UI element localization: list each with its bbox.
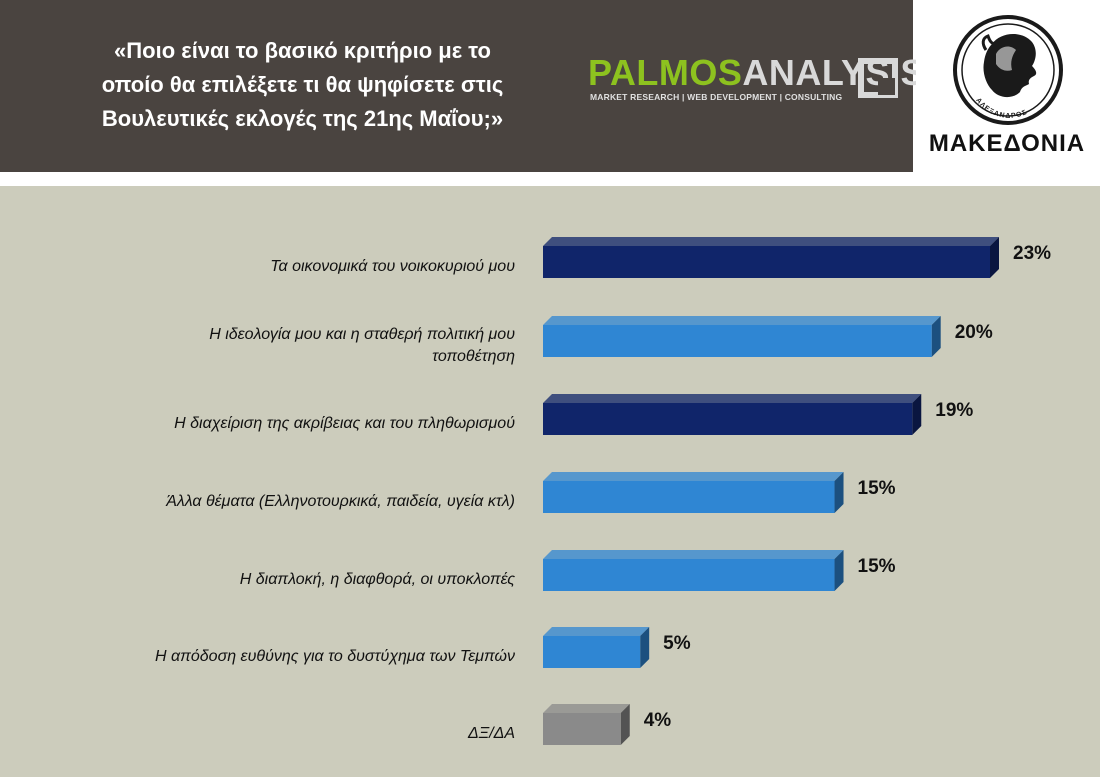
survey-question: «Ποιο είναι το βασικό κριτήριο με το οπο…: [30, 34, 575, 136]
bar-value-label: 19%: [935, 400, 973, 421]
bar-group: 15% Η διαπλοκή, η διαφθορά, οι υποκλοπές: [240, 550, 896, 591]
bar-top-face: [543, 627, 650, 636]
chart-area: 23% Τα οικονομικά του νοικοκυριού μου 20% Η…: [0, 186, 1100, 777]
bar-top-face: [543, 550, 844, 559]
bar: [543, 403, 913, 435]
category-label: Τα οικονομικά του νοικοκυριού μου: [270, 258, 515, 275]
category-label: Άλλα θέματα (Ελληνοτουρκικά, παιδεία, υγ…: [165, 493, 515, 510]
bar-side-face: [912, 394, 922, 435]
header-banner: «Ποιο είναι το βασικό κριτήριο με το οπο…: [0, 0, 925, 172]
bar-top-face: [543, 316, 941, 325]
bar: [543, 713, 621, 745]
bar-group: 15% Άλλα θέματα (Ελληνοτουρκικά, παιδεία,…: [165, 472, 896, 513]
bar-value-label: 15%: [858, 478, 896, 499]
palmos-wordmark-left: PALMOS: [588, 52, 743, 93]
survey-question-line-3: Βουλευτικές εκλογές της 21ης Μαΐου;»: [101, 106, 504, 131]
header: «Ποιο είναι το βασικό κριτήριο με το οπο…: [0, 0, 1100, 178]
bar-value-label: 23%: [1013, 243, 1051, 264]
palmos-tagline: MARKET RESEARCH | WEB DEVELOPMENT | CONS…: [590, 92, 843, 102]
bar-value-label: 15%: [858, 556, 896, 577]
category-label: τοποθέτηση: [432, 348, 515, 365]
bar-side-face: [834, 550, 844, 591]
bar-side-face: [931, 316, 941, 357]
bar-side-face: [834, 472, 844, 513]
bar-group: 19% Η διαχείριση της ακρίβειας και του πλ…: [174, 394, 973, 435]
category-label: Η διαπλοκή, η διαφθορά, οι υποκλοπές: [240, 571, 515, 588]
bar-side-face: [620, 704, 630, 745]
bar-chart: 23% Τα οικονομικά του νοικοκυριού μου 20% Η…: [155, 237, 1051, 745]
survey-question-line-1: «Ποιο είναι το βασικό κριτήριο με το: [114, 38, 491, 63]
category-label: Η διαχείριση της ακρίβειας και του πληθω…: [174, 415, 515, 432]
bar-value-label: 5%: [663, 633, 691, 654]
bar-side-face: [990, 237, 999, 278]
category-label: Η ιδεολογία μου και η σταθερή πολιτική μ…: [209, 326, 515, 343]
bar-value-label: 4%: [644, 710, 672, 731]
bar-group: 4% ΔΞ/ΔΑ: [467, 704, 671, 745]
category-label: Η απόδοση ευθύνης για το δυστύχημα των Τ…: [155, 648, 515, 665]
bar-group: 5% Η απόδοση ευθύνης για το δυστύχημα των…: [155, 627, 691, 668]
bar-top-face: [543, 394, 922, 403]
bar-top-face: [543, 704, 630, 713]
bar: [543, 559, 835, 591]
bar-group: 20% Η ιδεολογία μου και η σταθερή πολιτικ…: [209, 316, 993, 365]
bar: [543, 246, 990, 278]
bar-value-label: 20%: [955, 322, 993, 343]
makedonia-name: ΜΑΚΕΔΟΝΙΑ: [928, 130, 1086, 157]
bar-top-face: [543, 237, 999, 246]
bar-top-face: [543, 472, 844, 481]
makedonia-logo: ΑΛΕΞΑΝΔΡΟΣ ΜΑΚΕΔΟΝΙΑ: [916, 2, 1098, 170]
alexander-coin-icon: ΑΛΕΞΑΝΔΡΟΣ: [953, 15, 1063, 125]
bar-group: 23% Τα οικονομικά του νοικοκυριού μου: [270, 237, 1051, 278]
palmos-square-icon: [858, 58, 898, 98]
category-label: ΔΞ/ΔΑ: [467, 725, 515, 742]
bar: [543, 636, 641, 668]
bar-side-face: [640, 627, 650, 668]
survey-question-line-2: οποίο θα επιλέξετε τι θα ψηφίσετε στις: [101, 72, 504, 97]
bar: [543, 481, 835, 513]
bar: [543, 325, 932, 357]
palmos-analysis-logo: PALMOSANALYSIS MARKET RESEARCH | WEB DEV…: [588, 52, 925, 104]
